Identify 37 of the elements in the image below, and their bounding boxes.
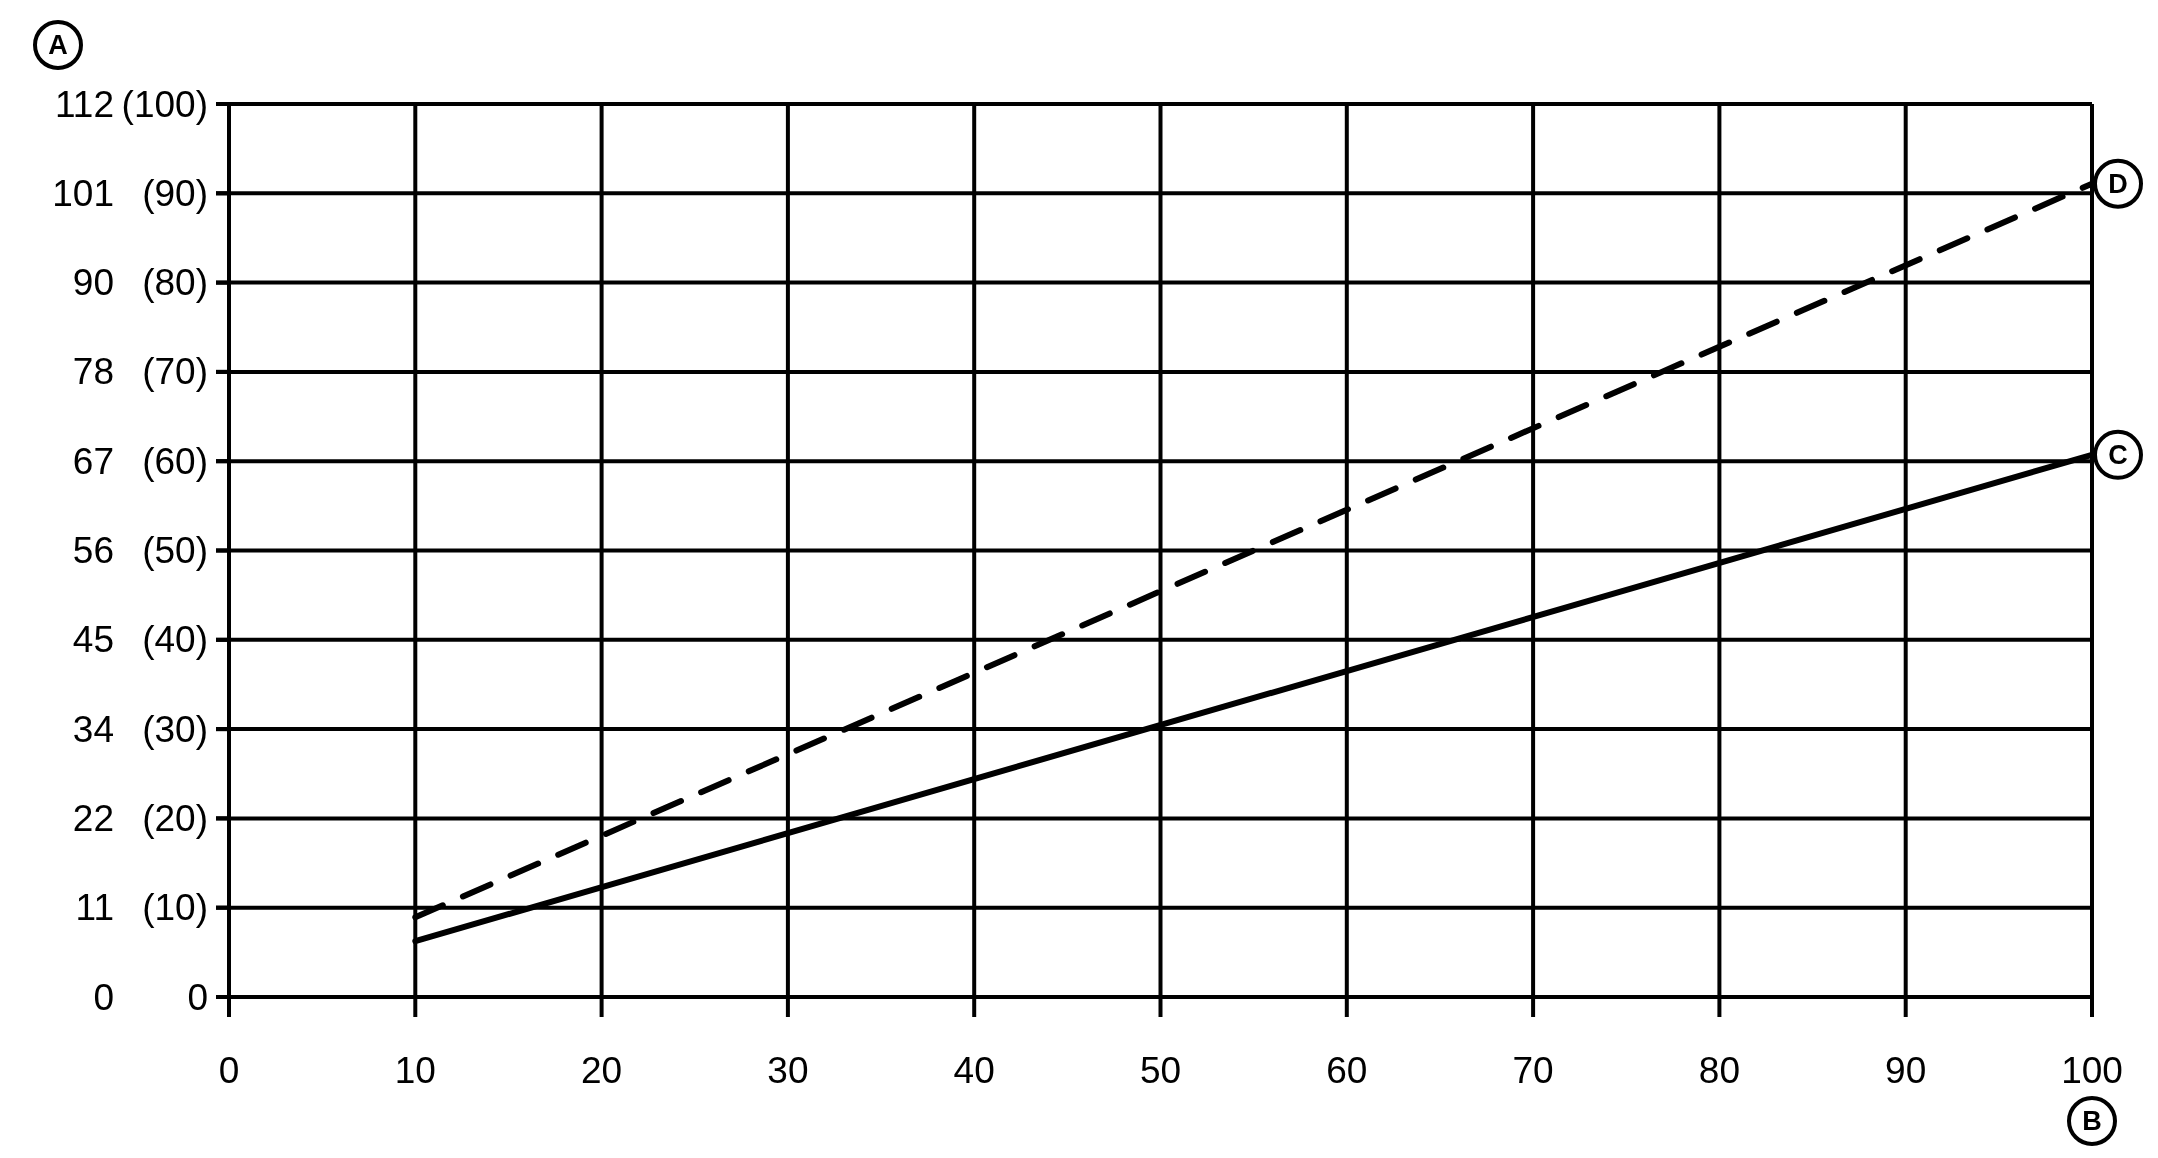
- y2-tick-label: (80): [142, 262, 208, 304]
- y-tick-label: 0: [93, 976, 114, 1018]
- y2-tick-label: (100): [121, 83, 208, 125]
- y-tick-label: 112: [55, 83, 114, 125]
- x-tick-label: 50: [1139, 1050, 1182, 1091]
- y-tick-label: 101: [52, 172, 114, 214]
- y2-tick-label: (20): [142, 797, 208, 839]
- y-axis-title: A: [48, 30, 68, 60]
- y-tick-label: 56: [72, 530, 114, 571]
- y-tick-label: 90: [72, 262, 114, 304]
- y2-tick-label: (50): [142, 530, 208, 571]
- series-label: D: [2108, 168, 2128, 199]
- y2-tick-label: (90): [142, 172, 208, 214]
- x-tick-label: 80: [1698, 1050, 1740, 1091]
- x-tick-label: 30: [767, 1050, 809, 1091]
- y2-tick-label: (10): [142, 887, 208, 929]
- y-tick-label: 11: [75, 887, 114, 929]
- y2-tick-label: (30): [142, 708, 208, 750]
- y2-tick-label: (70): [142, 351, 208, 393]
- x-tick-label: 20: [581, 1050, 623, 1091]
- y2-tick-label: 0: [187, 976, 208, 1018]
- x-tick-label: 100: [2061, 1050, 2123, 1091]
- y2-tick-label: (40): [142, 619, 208, 661]
- y-tick-label: 67: [72, 440, 114, 482]
- y-tick-label: 45: [72, 619, 114, 661]
- y-tick-label: 22: [72, 797, 114, 839]
- y-tick-label: 78: [72, 351, 114, 393]
- x-axis-title: B: [2082, 1106, 2102, 1136]
- y-tick-label: 34: [72, 708, 114, 750]
- series-label: C: [2108, 439, 2128, 470]
- x-tick-label: 90: [1885, 1050, 1927, 1091]
- x-tick-label: 70: [1512, 1050, 1554, 1091]
- y2-tick-label: (60): [142, 440, 208, 482]
- x-tick-label: 0: [218, 1050, 240, 1091]
- x-tick-label: 60: [1326, 1050, 1368, 1091]
- x-tick-label: 10: [394, 1050, 436, 1091]
- x-tick-label: 40: [953, 1050, 995, 1091]
